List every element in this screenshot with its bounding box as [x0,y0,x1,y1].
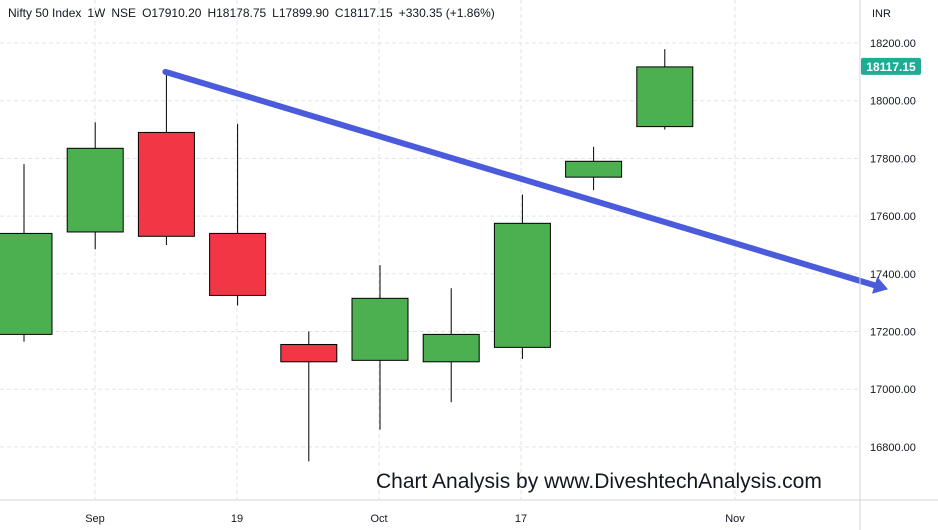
candle-down [280,343,338,363]
change-value: +330.35 (+1.86%) [398,6,495,20]
candle-up [565,160,623,178]
open-value: O17910.20 [142,6,202,20]
candle-up [422,333,480,363]
last-price-tag: 18117.15 [861,57,921,75]
price-tick-label: 18000.00 [870,96,916,108]
exchange-label: NSE [111,6,137,20]
symbol-name[interactable]: Nifty 50 Index [8,6,82,20]
trendline-arrowhead [872,276,888,294]
trendline[interactable] [162,68,878,289]
watermark-text: Chart Analysis by www.DiveshtechAnalysis… [376,470,822,493]
candle-up [351,297,409,361]
price-tick-label: 17000.00 [870,384,916,396]
time-tick-label: 17 [515,513,527,525]
currency-label: INR [872,8,891,20]
time-axis[interactable]: Sep 19 Oct 17 Nov [85,513,745,525]
time-tick-label: 19 [231,513,243,525]
candle-up [0,232,53,335]
time-tick-label: Nov [725,513,745,525]
low-value: L17899.90 [272,6,329,20]
chart-header: Nifty 50 Index 1W NSE O17910.20 H18178.75 L17… [8,6,501,20]
candle-up [636,66,694,128]
interval-label[interactable]: 1W [87,6,106,20]
price-tick-label: 17400.00 [870,269,916,281]
grid-lines [0,0,860,500]
candle-down [137,131,195,237]
trendline-group[interactable] [162,68,888,294]
time-tick-label: Sep [85,513,105,525]
time-tick-label: Oct [370,513,387,525]
high-value: H18178.75 [207,6,267,20]
last-price-tag-bg [861,57,921,75]
candle-up [493,222,551,348]
price-tick-label: 17200.00 [870,327,916,339]
price-axis[interactable]: 18200.00 18000.00 17800.00 17600.00 17400.00… [870,38,916,454]
last-price-value: 18117.15 [866,60,916,74]
candles-group [0,49,694,462]
price-tick-label: 18200.00 [870,38,916,50]
price-tick-label: 17600.00 [870,211,916,223]
candle-down [209,232,267,296]
price-tick-label: 16800.00 [870,442,916,454]
candle-up [66,147,124,233]
close-value: C18117.15 [334,6,393,20]
price-tick-label: 17800.00 [870,153,916,165]
